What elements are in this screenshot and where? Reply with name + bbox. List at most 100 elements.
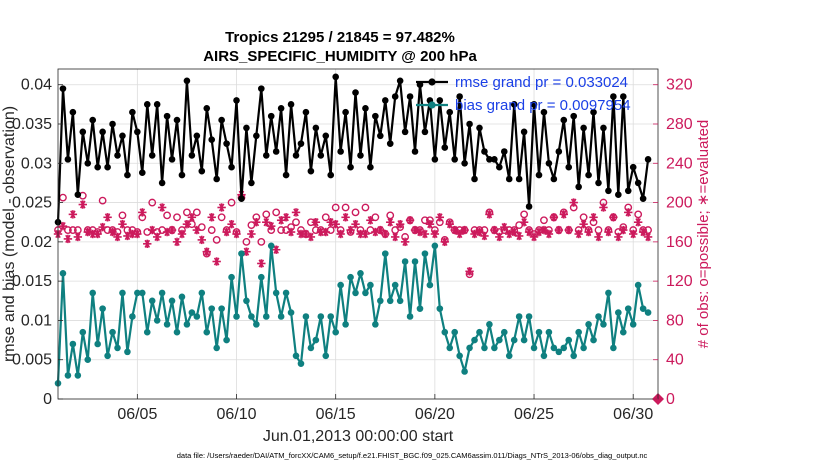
obs-possible-marker bbox=[227, 198, 236, 207]
bias-point bbox=[391, 281, 399, 289]
bias-point bbox=[381, 250, 389, 257]
obs-evaluated-marker bbox=[222, 227, 231, 237]
rmse-point bbox=[228, 163, 235, 171]
obs-evaluated-marker bbox=[381, 229, 390, 239]
right-tick-label: 40 bbox=[666, 352, 684, 369]
rmse-point bbox=[148, 152, 156, 159]
bias-point bbox=[243, 297, 250, 305]
bias-point bbox=[193, 313, 201, 320]
bias-point bbox=[119, 289, 126, 297]
obs-possible-marker bbox=[64, 226, 72, 234]
bias-point bbox=[168, 297, 176, 305]
obs-evaluated-marker bbox=[564, 225, 573, 235]
rmse-point bbox=[104, 163, 111, 171]
obs-evaluated-marker bbox=[331, 219, 340, 229]
rmse-point bbox=[124, 171, 131, 179]
obs-evaluated-marker bbox=[524, 227, 534, 237]
obs-evaluated-marker bbox=[281, 213, 291, 222]
bias-point bbox=[550, 344, 558, 352]
bias-point bbox=[619, 328, 627, 336]
bias-point bbox=[233, 313, 240, 320]
bias-point bbox=[158, 289, 166, 297]
rmse-point bbox=[441, 144, 449, 151]
footer-data-file: data file: /Users/raeder/DAI/ATM_forcXX/… bbox=[177, 451, 648, 460]
rmse-point bbox=[119, 132, 126, 140]
rmse-point bbox=[282, 171, 290, 179]
bias-point bbox=[347, 273, 354, 281]
bias-point bbox=[560, 344, 568, 352]
rmse-point bbox=[267, 112, 275, 120]
rmse-point bbox=[634, 179, 642, 187]
bias-point bbox=[89, 289, 97, 297]
rmse-point bbox=[540, 108, 548, 116]
obs-evaluated-marker bbox=[455, 229, 464, 239]
rmse-point bbox=[615, 191, 622, 199]
rmse-point bbox=[307, 167, 315, 175]
right-tick-label: 120 bbox=[666, 273, 693, 290]
rmse-point bbox=[287, 101, 295, 108]
bias-point bbox=[426, 281, 434, 289]
bias-point bbox=[396, 297, 404, 305]
rmse-point bbox=[312, 124, 320, 132]
obs-evaluated-marker bbox=[514, 231, 524, 241]
bias-point bbox=[565, 336, 573, 344]
bias-point bbox=[79, 328, 87, 336]
rmse-point bbox=[129, 108, 136, 116]
rmse-point bbox=[525, 203, 533, 210]
bias-point bbox=[496, 336, 503, 344]
obs-possible-marker bbox=[262, 210, 271, 219]
bias-point bbox=[208, 305, 216, 312]
obs-evaluated-marker bbox=[192, 225, 202, 235]
obs-evaluated-marker bbox=[638, 227, 648, 237]
left-axis-ticks: 0 0.005 0.01 0.015 0.02 0.025 0.03 0.035 0.04 bbox=[12, 77, 63, 408]
obs-evaluated-marker bbox=[321, 227, 330, 237]
bias-point bbox=[555, 348, 563, 356]
bias-point bbox=[332, 328, 339, 336]
obs-evaluated-marker bbox=[346, 225, 355, 235]
obs-evaluated-marker bbox=[445, 219, 454, 229]
obs-evaluated-marker bbox=[286, 227, 296, 237]
rmse-point bbox=[610, 93, 617, 100]
bias-point bbox=[505, 352, 513, 360]
rmse-point bbox=[619, 93, 627, 100]
bias-point bbox=[138, 289, 146, 297]
rmse-point bbox=[451, 156, 458, 163]
bias-point bbox=[510, 336, 518, 344]
right-tick-label: 240 bbox=[666, 155, 693, 172]
bias-point bbox=[605, 289, 612, 297]
rmse-point bbox=[213, 175, 220, 183]
rmse-point bbox=[208, 136, 216, 144]
obs-evaluated-marker bbox=[202, 247, 211, 256]
obs-possible-marker bbox=[118, 211, 127, 220]
rmse-point bbox=[163, 112, 171, 120]
plot-frame bbox=[57, 68, 659, 400]
obs-evaluated-marker bbox=[143, 239, 152, 249]
obs-evaluated-marker bbox=[98, 222, 107, 232]
bias-point bbox=[377, 297, 384, 305]
obs-evaluated-marker bbox=[500, 222, 509, 232]
obs-evaluated-marker bbox=[475, 227, 484, 237]
bias-point bbox=[69, 340, 77, 348]
obs-evaluated-marker bbox=[118, 219, 127, 229]
bias-point bbox=[74, 372, 82, 379]
obs-evaluated-marker bbox=[366, 216, 375, 225]
rmse-point bbox=[342, 108, 349, 116]
obs-evaluated-marker bbox=[58, 221, 68, 231]
legend-rmse-marker bbox=[428, 78, 436, 86]
bias-point bbox=[317, 313, 325, 320]
obs-evaluated-marker bbox=[133, 229, 142, 239]
bias-point bbox=[644, 309, 652, 316]
bias-point bbox=[471, 336, 478, 344]
obs-evaluated-marker bbox=[604, 227, 613, 237]
rmse-point bbox=[168, 156, 176, 163]
left-tick-label: 0 bbox=[43, 391, 52, 408]
bias-point bbox=[580, 344, 587, 352]
bias-point bbox=[590, 336, 597, 344]
rmse-point bbox=[381, 97, 389, 104]
x-tick-label: 06/30 bbox=[613, 406, 653, 423]
rmse-point bbox=[629, 163, 637, 171]
obs-possible-marker bbox=[212, 235, 221, 244]
obs-possible-marker bbox=[242, 237, 251, 246]
obs-possible-marker bbox=[173, 213, 181, 222]
